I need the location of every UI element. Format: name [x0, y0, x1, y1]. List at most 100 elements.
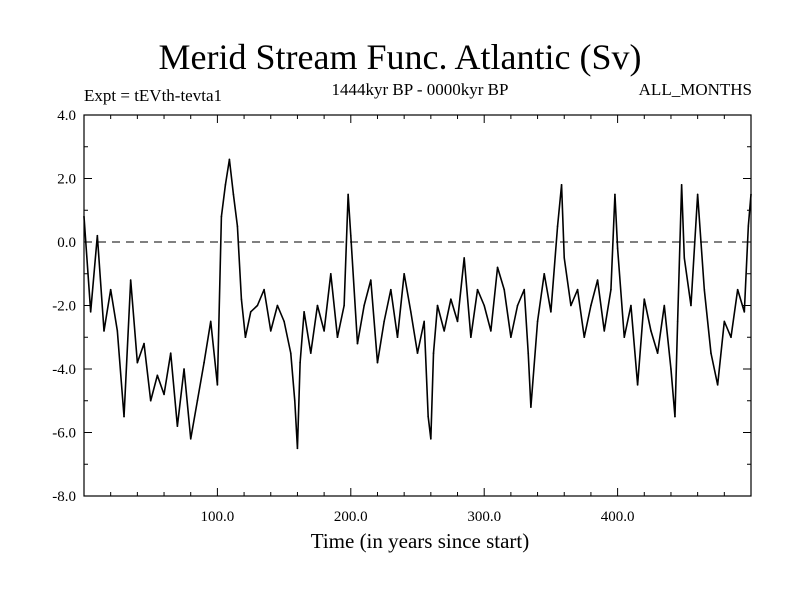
data-point — [109, 288, 112, 291]
data-point — [350, 234, 352, 237]
data-point — [293, 399, 296, 402]
data-point — [636, 384, 639, 386]
data-point — [670, 368, 672, 370]
data-point — [703, 288, 706, 291]
data-point — [730, 336, 732, 339]
data-point — [696, 193, 699, 196]
data-point — [463, 257, 465, 259]
data-point — [723, 320, 726, 323]
data-point — [490, 330, 492, 332]
data-point — [436, 304, 439, 307]
data-point — [496, 266, 499, 269]
data-point — [743, 311, 746, 313]
data-point — [376, 361, 379, 364]
y-tick-label: -8.0 — [52, 489, 76, 505]
data-point — [432, 352, 435, 354]
data-point — [244, 336, 247, 339]
chart-subtitle: 1444kyr BP - 0000kyr BP — [331, 80, 509, 99]
data-point — [370, 279, 372, 281]
data-point — [289, 352, 292, 354]
data-point — [216, 384, 219, 386]
data-points — [83, 158, 752, 450]
data-point — [710, 352, 712, 354]
data-point — [123, 415, 125, 418]
data-point — [129, 279, 132, 281]
data-point — [656, 352, 659, 354]
period-label: ALL_MONTHS — [638, 80, 752, 99]
data-point — [443, 330, 445, 332]
data-point — [316, 304, 319, 307]
data-point — [516, 304, 519, 307]
chart-title: Merid Stream Func. Atlantic (Sv) — [158, 37, 642, 77]
data-point — [136, 361, 139, 364]
data-point — [523, 288, 526, 291]
data-point — [263, 288, 265, 291]
data-point — [89, 311, 92, 313]
data-point — [240, 298, 243, 300]
data-point — [383, 320, 385, 323]
x-tick-label: 100.0 — [201, 509, 235, 525]
data-point — [96, 234, 99, 237]
data-point — [503, 288, 506, 291]
data-point — [423, 320, 425, 323]
data-point — [329, 272, 332, 275]
y-tick-label: 2.0 — [57, 172, 76, 188]
series-line — [83, 158, 752, 450]
data-point — [747, 225, 750, 227]
data-point — [623, 336, 626, 339]
data-point — [416, 352, 419, 354]
data-point — [296, 447, 299, 450]
data-point — [560, 184, 563, 186]
data-point — [232, 193, 235, 196]
y-tick-label: 4.0 — [57, 108, 76, 124]
data-point — [603, 330, 606, 332]
data-point — [614, 193, 616, 196]
data-point — [570, 304, 572, 307]
data-point — [736, 288, 739, 291]
data-point — [527, 352, 530, 354]
data-point — [156, 374, 159, 377]
data-point — [663, 304, 666, 307]
data-point — [576, 288, 579, 291]
data-point — [228, 158, 231, 161]
experiment-label: Expt = tEVth-tevta1 — [84, 86, 223, 105]
data-point — [683, 257, 686, 259]
data-point — [430, 438, 432, 440]
data-point — [680, 184, 683, 186]
data-point — [483, 304, 486, 307]
x-tick-label: 300.0 — [467, 509, 501, 525]
data-point — [309, 352, 312, 354]
data-point — [149, 399, 152, 402]
data-point — [269, 330, 272, 332]
data-point — [690, 304, 692, 307]
data-point — [347, 193, 349, 196]
data-point — [169, 352, 172, 354]
x-axis-label: Time (in years since start) — [310, 529, 530, 553]
data-point — [650, 330, 652, 332]
data-point — [276, 304, 279, 307]
data-point — [563, 257, 566, 259]
data-point — [103, 330, 105, 332]
data-point — [643, 298, 646, 300]
axis-ticks: -8.0 -6.0 -4.0 -2.0 0.0 2.0 4.0 100.0 200.0 300.0… — [52, 108, 751, 525]
data-point — [196, 399, 199, 402]
data-point — [303, 311, 305, 313]
data-point — [530, 406, 532, 408]
data-point — [450, 298, 452, 300]
data-point — [189, 438, 192, 440]
data-point — [583, 336, 586, 339]
data-point — [590, 304, 592, 307]
data-point — [510, 336, 512, 339]
data-point — [283, 320, 285, 323]
data-point — [143, 342, 145, 345]
data-point — [750, 193, 752, 196]
data-point — [390, 288, 392, 291]
data-point — [550, 311, 552, 313]
data-point — [396, 336, 399, 339]
data-point — [456, 320, 459, 323]
data-point — [249, 311, 252, 313]
data-point — [116, 330, 119, 332]
data-point — [163, 393, 165, 396]
y-tick-label: -2.0 — [52, 299, 76, 315]
